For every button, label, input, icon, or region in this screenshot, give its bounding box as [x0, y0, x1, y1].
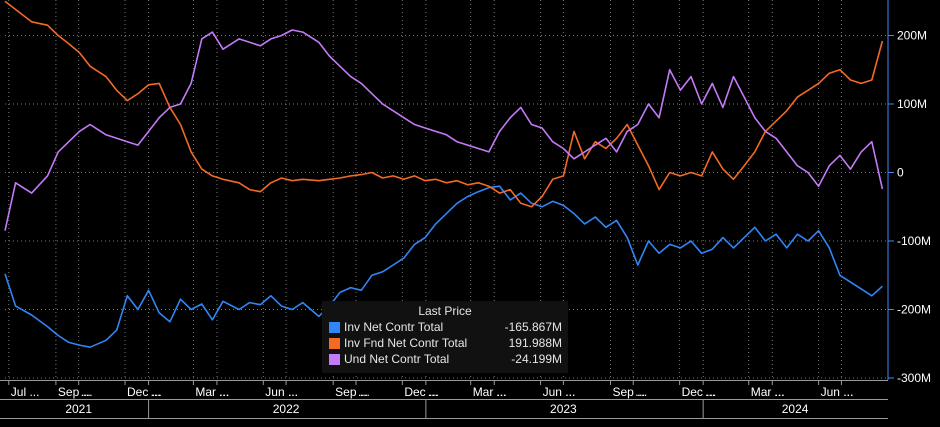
month-tick-label-0: Jul ...: [11, 385, 40, 399]
year-label-3: 2024: [782, 402, 809, 416]
month-tick-label-21: Mar ...: [751, 385, 785, 399]
y-tick-label-1: 100M: [897, 97, 927, 111]
month-tick-label-15: Jun ...: [543, 385, 576, 399]
legend-value-inv-fnd-net: 191.988M: [508, 336, 562, 350]
legend-swatch-und-net: [329, 354, 340, 365]
month-tick-label-9: Sep ...: [335, 385, 370, 399]
month-tick-label-7: Jun ...: [265, 385, 298, 399]
legend-entry-und-net: Und Net Contr Total -24.199M: [322, 351, 568, 367]
month-tick-label-13: Mar ...: [473, 385, 507, 399]
month-tick-label-16: ...: [565, 385, 575, 399]
legend-swatch-inv-fnd-net: [329, 338, 340, 349]
month-tick-label-24: ...: [843, 385, 853, 399]
series-line-1: [4, 0, 884, 208]
y-tick-label-0: 200M: [897, 29, 927, 43]
month-tick-label-19: Dec ...: [682, 385, 717, 399]
legend-value-inv-net: -165.867M: [504, 320, 562, 334]
legend-title: Last Price: [418, 304, 472, 318]
y-tick-label-3: -100M: [897, 234, 931, 248]
y-tick-label-2: 0: [897, 166, 904, 180]
month-tick-label-18: ...: [635, 385, 645, 399]
month-tick-label-6: ...: [219, 385, 229, 399]
year-label-1: 2022: [273, 402, 300, 416]
legend-entry-inv-fnd-net: Inv Fnd Net Contr Total 191.988M: [322, 335, 568, 351]
series-line-2: [4, 29, 884, 231]
month-tick-label-2: ...: [81, 385, 91, 399]
legend-label-und-net: Und Net Contr Total: [344, 352, 450, 366]
month-tick-label-14: ...: [496, 385, 506, 399]
month-tick-label-20: ...: [705, 385, 715, 399]
year-label-2: 2023: [550, 402, 577, 416]
month-tick-label-23: Jun ...: [821, 385, 854, 399]
month-tick-label-12: ...: [428, 385, 438, 399]
legend-label-inv-net: Inv Net Contr Total: [344, 320, 444, 334]
month-tick-label-5: Mar ...: [195, 385, 229, 399]
month-tick-label-1: Sep ...: [58, 385, 93, 399]
month-tick-label-22: ...: [774, 385, 784, 399]
y-tick-label-5: -300M: [897, 371, 931, 385]
month-tick-label-8: ...: [288, 385, 298, 399]
legend-swatch-inv-net: [329, 322, 340, 333]
legend-label-inv-fnd-net: Inv Fnd Net Contr Total: [344, 336, 468, 350]
month-tick-label-4: ...: [151, 385, 161, 399]
year-label-0: 2021: [65, 402, 92, 416]
series-line-0: [4, 185, 883, 348]
month-tick-label-17: Sep ...: [612, 385, 647, 399]
x-axis-panel: [0, 380, 888, 427]
month-tick-label-11: Dec ...: [404, 385, 439, 399]
month-tick-label-10: ...: [358, 385, 368, 399]
legend-box: Last Price Inv Net Contr Total -165.867M…: [322, 301, 568, 373]
legend-entry-inv-net: Inv Net Contr Total -165.867M: [322, 319, 568, 335]
month-tick-label-3: Dec ...: [127, 385, 162, 399]
y-tick-label-4: -200M: [897, 303, 931, 317]
legend-value-und-net: -24.199M: [511, 352, 562, 366]
